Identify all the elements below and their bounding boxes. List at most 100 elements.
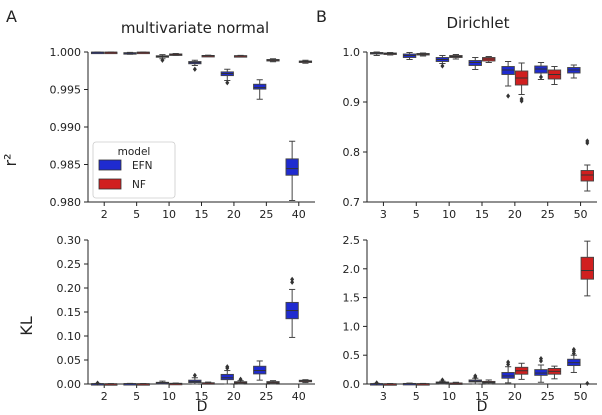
y-tick-label: 0.15 xyxy=(57,306,82,319)
legend-swatch-nf xyxy=(98,178,122,190)
box-efn-5 xyxy=(123,382,137,386)
panel-r2-dirichlet: 0.7 0.8 0.9 1.0 3 5 10 15 20 25 50 xyxy=(343,46,597,221)
x-tick-label: 20 xyxy=(508,208,522,221)
y-tick-label: 0.7 xyxy=(343,196,361,209)
box-nf-25 xyxy=(547,365,562,380)
y-tick-label: 1.0 xyxy=(343,320,361,333)
box-nf-10 xyxy=(169,382,183,386)
box-body xyxy=(285,158,299,176)
outlier-point xyxy=(506,359,511,365)
x-tick-label: 3 xyxy=(380,208,387,221)
box-nf-10 xyxy=(169,53,183,56)
outlier-point xyxy=(473,373,478,379)
box-efn-20 xyxy=(220,68,234,86)
x-tick-label: 10 xyxy=(442,208,456,221)
panel-kl-dirichlet: 0.0 0.5 1.0 1.5 2.0 2.5 3 5 10 15 20 25 50 xyxy=(343,234,597,403)
x-tick-label: 2 xyxy=(101,390,108,403)
outlier-point xyxy=(538,74,543,80)
outlier-point xyxy=(192,372,197,378)
box-nf-5 xyxy=(416,52,430,57)
x-tick-label: 3 xyxy=(380,390,387,403)
y-tick-label: 0.990 xyxy=(50,121,82,134)
x-tick-label: 15 xyxy=(195,390,209,403)
y-tick-label: 0.0 xyxy=(343,378,361,391)
box-nf-40 xyxy=(298,379,313,384)
box-efn-25 xyxy=(534,356,548,383)
y-tick-label: 0.9 xyxy=(343,96,361,109)
box-nf-15 xyxy=(201,54,215,58)
outlier-point xyxy=(440,63,445,69)
x-tick-label: 15 xyxy=(195,208,209,221)
box-nf-20 xyxy=(233,376,248,385)
x-tick-label: 5 xyxy=(133,208,140,221)
box-body xyxy=(534,369,548,376)
box-body xyxy=(580,170,594,182)
box-nf-5 xyxy=(136,383,150,386)
box-efn-15 xyxy=(468,57,482,70)
outlier-point xyxy=(440,377,445,383)
box-body xyxy=(580,256,594,280)
box-efn-10 xyxy=(435,377,450,385)
legend: model EFN NF xyxy=(92,141,176,199)
box-nf-20 xyxy=(233,54,248,58)
box-efn-15 xyxy=(468,373,482,385)
box-nf-50 xyxy=(580,138,594,192)
box-efn-20 xyxy=(220,364,234,385)
outlier-point xyxy=(506,93,511,99)
y-tick-label: 1.0 xyxy=(343,46,361,59)
outlier-point xyxy=(585,138,590,144)
box-nf-15 xyxy=(201,381,215,385)
x-tick-label: 10 xyxy=(162,390,176,403)
outlier-point xyxy=(290,279,295,285)
xlabel-d-left: D xyxy=(197,399,208,415)
box-efn-40 xyxy=(285,140,299,201)
x-tick-label: 25 xyxy=(541,390,555,403)
box-efn-15 xyxy=(188,59,202,72)
box-nf-25 xyxy=(266,380,280,385)
x-tick-label: 40 xyxy=(292,390,306,403)
x-tick-label: 20 xyxy=(227,390,241,403)
box-nf-15 xyxy=(482,379,496,385)
y-tick-label: 2.0 xyxy=(343,263,361,276)
outlier-point xyxy=(571,346,576,353)
legend-label-nf: NF xyxy=(132,179,146,191)
x-tick-label: 15 xyxy=(475,208,489,221)
box-efn-25 xyxy=(534,62,548,80)
x-tick-label: 2 xyxy=(101,208,108,221)
outlier-point xyxy=(160,57,165,63)
box-efn-3 xyxy=(370,380,384,386)
box-nf-10 xyxy=(449,54,463,60)
box-efn-2 xyxy=(90,380,105,386)
panel-label-a: A xyxy=(6,7,17,26)
y-tick-label: 0.995 xyxy=(50,84,82,97)
y-tick-label: 1.000 xyxy=(50,46,82,59)
box-nf-20 xyxy=(514,62,529,104)
outlier-point xyxy=(538,356,543,362)
box-efn-5 xyxy=(123,51,137,55)
x-tick-label: 5 xyxy=(413,208,420,221)
ylabel-r2: r² xyxy=(1,154,20,167)
x-tick-label: 15 xyxy=(475,390,489,403)
outlier-point xyxy=(225,364,230,370)
title-dirichlet: Dirichlet xyxy=(446,14,509,32)
legend-swatch-efn xyxy=(98,159,122,171)
y-tick-label: 2.5 xyxy=(343,234,361,247)
xlabel-d-right: D xyxy=(477,399,488,415)
y-tick-label: 0.10 xyxy=(57,330,82,343)
x-tick-label: 10 xyxy=(162,208,176,221)
y-tick-label: 0.30 xyxy=(57,234,82,247)
y-tick-label: 0.985 xyxy=(50,159,82,172)
title-multivariate-normal: multivariate normal xyxy=(121,19,269,37)
outlier-point xyxy=(290,276,295,282)
x-tick-label: 25 xyxy=(541,208,555,221)
box-nf-40 xyxy=(298,59,313,64)
box-nf-20 xyxy=(514,362,529,380)
x-tick-label: 20 xyxy=(227,208,241,221)
box-efn-3 xyxy=(370,51,384,56)
box-nf-15 xyxy=(482,56,496,63)
box-efn-15 xyxy=(188,372,202,385)
box-efn-10 xyxy=(155,380,170,385)
x-tick-label: 40 xyxy=(292,208,306,221)
